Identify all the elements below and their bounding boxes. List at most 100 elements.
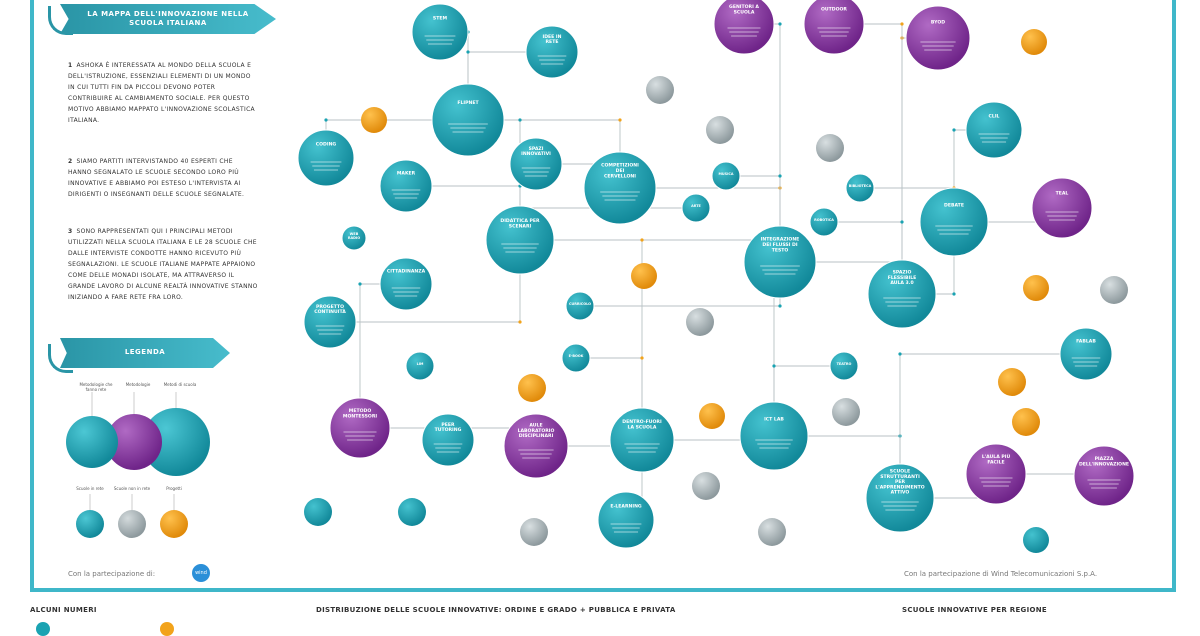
map-node-label: CLIL <box>989 113 1000 119</box>
map-node-circle <box>803 0 865 55</box>
legend-label-2: Metodologie <box>125 382 151 387</box>
map-node-circle <box>329 397 391 459</box>
title-banner: LA MAPPA DELL'INNOVAZIONE NELLA SCUOLA I… <box>60 4 276 34</box>
map-node[interactable]: LIM <box>405 351 435 381</box>
map-node[interactable]: BYOD <box>905 5 971 71</box>
map-project-dot <box>1021 29 1047 55</box>
map-node[interactable]: BIBLIOTECA <box>845 173 875 203</box>
map-project-dot <box>699 403 725 429</box>
edge-joint-dot <box>518 118 522 122</box>
map-node-label: MUSICA <box>719 172 734 176</box>
map-node-label: PEER TUTORING <box>435 422 462 433</box>
map-node[interactable]: PIAZZA DELL'INNOVAZIONE <box>1073 445 1135 507</box>
map-node[interactable]: STEM <box>411 3 469 61</box>
map-node-label: ARTE <box>691 204 701 208</box>
map-node-label: CITTADINANZA <box>387 268 426 274</box>
map-node-circle <box>965 101 1023 159</box>
network-nodes: FLIPNET COMPETIZIONI DEI CERVELLONI DIDATTIC… <box>297 0 1135 553</box>
edge-joint-dot <box>900 22 904 26</box>
map-node[interactable]: DEBATE <box>919 187 989 257</box>
map-node[interactable]: CODING <box>297 129 355 187</box>
legend-label-6: Progetti <box>166 486 182 491</box>
map-node-label: TEAL <box>1056 191 1069 197</box>
map-node[interactable]: SPAZI INNOVATIVI <box>509 137 563 191</box>
map-node[interactable]: ARTE <box>681 193 711 223</box>
map-project-dot <box>518 374 546 402</box>
edge-joint-dot <box>778 22 782 26</box>
map-node[interactable]: MAKER <box>379 159 433 213</box>
map-node[interactable]: INTEGRAZIONE DEI FLUSSI DI TESTO <box>743 225 817 299</box>
map-node[interactable]: METODO MONTESSORI <box>329 397 391 459</box>
map-project-dot <box>646 76 674 104</box>
map-project-dot <box>832 398 860 426</box>
edge-joint-dot <box>778 174 782 178</box>
edge-joint-dot <box>772 364 776 368</box>
map-node[interactable]: E-LEARNING <box>597 491 655 549</box>
map-node-circle <box>561 343 591 373</box>
map-node-label: ICT LAB <box>764 417 784 423</box>
map-node-circle <box>711 161 741 191</box>
map-node-label: OUTDOOR <box>821 7 847 13</box>
map-node[interactable]: COMPETIZIONI DEI CERVELLONI <box>583 151 657 225</box>
distribution-title: DISTRIBUZIONE DELLE SCUOLE INNOVATIVE: O… <box>316 606 676 614</box>
map-node-circle <box>341 225 367 251</box>
legend-label-5: Scuole non in rete <box>113 486 151 491</box>
map-node-label: MAKER <box>397 170 416 176</box>
legend-teal-small <box>66 416 118 468</box>
map-node[interactable]: CURRICOLO <box>565 291 595 321</box>
legend-label-1: Metodologie che fanno rete <box>79 382 113 392</box>
map-node-label: FABLAB <box>1076 338 1096 344</box>
map-node-circle <box>829 351 859 381</box>
map-node[interactable]: TEATRO <box>829 351 859 381</box>
map-node-circle <box>609 407 675 473</box>
legend-banner: LEGENDA <box>60 338 230 368</box>
map-node[interactable]: L'AULA PIÙ FACILE <box>965 443 1027 505</box>
footer-right-note: Con la partecipazione di Wind Telecomuni… <box>904 570 1098 578</box>
map-node-label: IDEE IN RETE <box>543 34 562 45</box>
map-node-circle <box>1031 177 1093 239</box>
edge-joint-dot <box>952 292 956 296</box>
map-node[interactable]: IDEE IN RETE <box>525 25 579 79</box>
map-node[interactable]: MUSICA <box>711 161 741 191</box>
map-node[interactable]: GENITORI A SCUOLA <box>713 0 775 55</box>
map-node-label: SPAZIO FLESSIBILE AULA 3.0 <box>888 270 917 287</box>
region-title: SCUOLE INNOVATIVE PER REGIONE <box>902 606 1047 614</box>
network-edge <box>834 23 903 294</box>
map-project-dot <box>816 134 844 162</box>
footer-left-note: Con la partecipazione di: <box>68 570 156 578</box>
legend-title: LEGENDA <box>124 348 166 356</box>
map-node[interactable]: ICT LAB <box>739 401 809 471</box>
map-node[interactable]: SPAZIO FLESSIBILE AULA 3.0 <box>867 259 937 329</box>
map-node[interactable]: WEB RADIO <box>341 225 367 251</box>
map-node-circle <box>583 151 657 225</box>
map-node[interactable]: AULE LABORATORIO DISCIPLINARI <box>503 413 569 479</box>
map-node[interactable]: E-BOOK <box>561 343 591 373</box>
map-project-dot <box>398 498 426 526</box>
map-node[interactable]: CITTADINANZA <box>379 257 433 311</box>
map-node[interactable]: TEAL <box>1031 177 1093 239</box>
map-node-circle <box>379 257 433 311</box>
map-node[interactable]: DIDATTICA PER SCENARI <box>485 205 555 275</box>
map-node[interactable]: FLIPNET <box>431 83 505 157</box>
map-node[interactable]: PEER TUTORING <box>421 413 475 467</box>
map-node-circle <box>485 205 555 275</box>
map-node[interactable]: FABLAB <box>1059 327 1113 381</box>
map-node[interactable]: SCUOLE STRUTTURANTI PER L'APPRENDIMENTO ATTI… <box>865 463 935 533</box>
map-node-label: METODO MONTESSORI <box>343 408 377 419</box>
map-node[interactable]: ROBOTICA <box>809 207 839 237</box>
map-node[interactable]: DENTRO-FUORI LA SCUOLA <box>609 407 675 473</box>
map-node-circle <box>865 463 935 533</box>
map-node-label: SPAZI INNOVATIVI <box>521 146 551 157</box>
map-node[interactable]: PROGETTO CONTINUITÀ <box>303 295 357 349</box>
legend-teal-dot <box>76 510 104 538</box>
map-project-dot <box>1012 408 1040 436</box>
map-node-label: E-BOOK <box>569 354 584 358</box>
map-project-dot <box>692 472 720 500</box>
map-node-circle <box>809 207 839 237</box>
network-edge <box>520 239 781 262</box>
map-node-label: LIM <box>417 362 424 366</box>
map-node[interactable]: CLIL <box>965 101 1023 159</box>
map-node-circle <box>965 443 1027 505</box>
map-node[interactable]: OUTDOOR <box>803 0 865 55</box>
map-node-label: TEATRO <box>837 362 852 366</box>
